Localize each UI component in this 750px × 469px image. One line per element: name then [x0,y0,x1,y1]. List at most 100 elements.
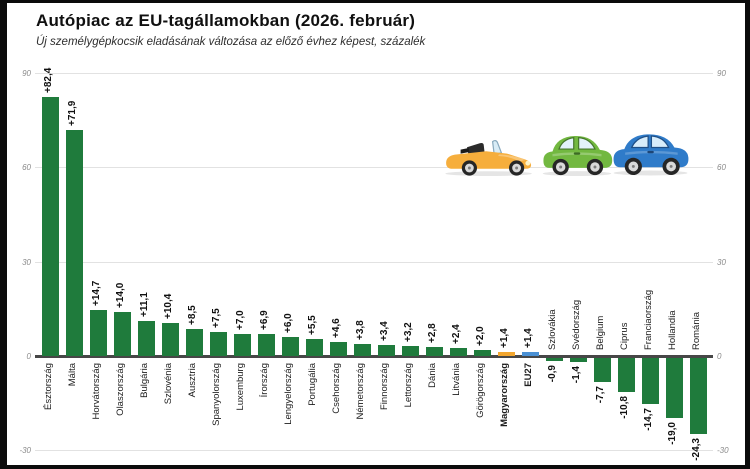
bar-Luxemburg [233,333,251,356]
category-label: Olaszország [115,363,126,416]
category-label: EU27 [523,363,534,387]
bar-Ausztria [185,329,203,356]
bar-value-label: +11,1 [139,292,150,318]
bar-value-label: +2,4 [451,324,462,345]
bar-Görögország [473,349,491,356]
y-axis-tick-label-right: 90 [717,69,726,79]
bar-value-label: +3,8 [355,320,366,341]
gridline [35,450,713,452]
category-label: Portugália [307,363,318,406]
bar-Németország [353,344,371,356]
bar-Bulgária [137,321,155,356]
bar-Portugália [305,338,323,356]
y-axis-tick-label-left: 90 [22,69,31,79]
category-label: Ausztria [187,363,198,398]
category-label: Svédország [571,299,582,350]
bar-Lettország [401,345,419,356]
category-label: Málta [67,363,78,387]
category-label: Lengyelország [283,363,294,425]
gridline [35,73,713,75]
bar-Románia [689,358,707,435]
bar-Dánia [425,347,443,356]
category-label: Szlovákia [547,309,558,350]
y-axis-tick-label-left: 0 [26,352,31,361]
bar-value-label: +1,4 [523,327,534,348]
bar-Hollandia [665,358,683,418]
bar-value-label: +3,2 [403,322,414,342]
category-label: Írország [259,363,270,398]
category-label: Németország [355,363,366,420]
y-axis-tick-label-right: -30 [717,446,729,456]
category-label: Észtország [43,363,54,410]
bar-value-label: +14,7 [91,280,102,306]
y-axis-tick-label-right: 0 [717,352,722,361]
bar-value-label: +3,4 [379,321,390,342]
bar-Málta [65,129,83,356]
bar-value-label: +1,4 [499,327,510,348]
bar-value-label: +4,6 [331,317,342,338]
bar-value-label: -14,7 [643,408,654,431]
y-axis-tick-label-right: 60 [717,163,726,173]
bar-value-label: +10,4 [163,293,174,320]
bar-EU27 [521,351,539,356]
page-title: Autópiac az EU-tagállamokban (2026. febr… [36,11,416,30]
bar-value-label: +2,8 [427,323,438,344]
bar-Lengyelország [281,337,299,356]
bar-Belgium [593,358,611,383]
bar-Olaszország [113,311,131,356]
chart-subtitle: Új személygépkocsik eladásának változása… [36,36,426,48]
bar-Spanyolország [209,332,227,356]
category-label: Románia [691,311,702,350]
bar-value-label: -24,3 [691,438,702,462]
bar-Csehország [329,341,347,356]
bar-Horvátország [89,309,107,356]
category-label: Bulgária [139,363,150,398]
bar-Ciprus [617,358,635,392]
bar-value-label: -0,9 [547,364,558,383]
category-label: Finnország [379,363,390,410]
bar-Litvánia [449,348,467,356]
chart-canvas: Autópiac az EU-tagállamokban (2026. febr… [7,3,745,465]
bar-Írország [257,334,275,356]
category-label: Hollandia [667,310,678,350]
bar-value-label: +2,0 [475,325,486,346]
bar-value-label: -1,4 [571,366,582,384]
bar-Szlovénia [161,323,179,356]
bar-value-label: +7,5 [211,308,222,329]
gridline [35,167,713,169]
y-axis-tick-label-left: 30 [22,257,31,267]
category-label: Dánia [427,363,438,388]
category-label: Horvátország [91,363,102,420]
bar-value-label: +8,5 [187,305,198,326]
category-label: Magyarország [499,363,510,427]
y-axis-tick-label-left: 60 [22,163,31,173]
bar-value-label: +14,0 [115,282,126,308]
category-label: Spanyolország [211,363,222,426]
category-label: Csehország [331,363,342,414]
bar-Franciaország [641,358,659,405]
category-label: Görögország [475,363,486,418]
category-label: Lettország [403,363,414,408]
bar-Észtország [41,96,59,356]
sedan-car-icon [613,134,689,176]
y-axis-tick-label-right: 30 [717,257,726,267]
bar-value-label: +6,0 [283,313,294,334]
y-axis-tick-label-left: -30 [19,446,31,456]
bar-value-label: +5,5 [307,314,318,335]
bar-value-label: +7,0 [235,310,246,330]
bar-Finnország [377,345,395,356]
category-label: Litvánia [451,363,462,396]
convertible-car-icon [445,139,532,176]
hatchback-car-icon [542,135,613,176]
category-label: Luxemburg [235,363,246,411]
bar-Svédország [569,358,587,363]
category-label: Franciaország [643,289,654,350]
bar-Szlovákia [545,358,563,361]
bar-value-label: -7,7 [595,386,606,404]
bar-value-label: -19,0 [667,421,678,445]
category-label: Belgium [595,315,606,350]
gridline [35,261,713,263]
zero-axis-line [35,355,713,358]
category-label: Szlovénia [163,363,174,405]
